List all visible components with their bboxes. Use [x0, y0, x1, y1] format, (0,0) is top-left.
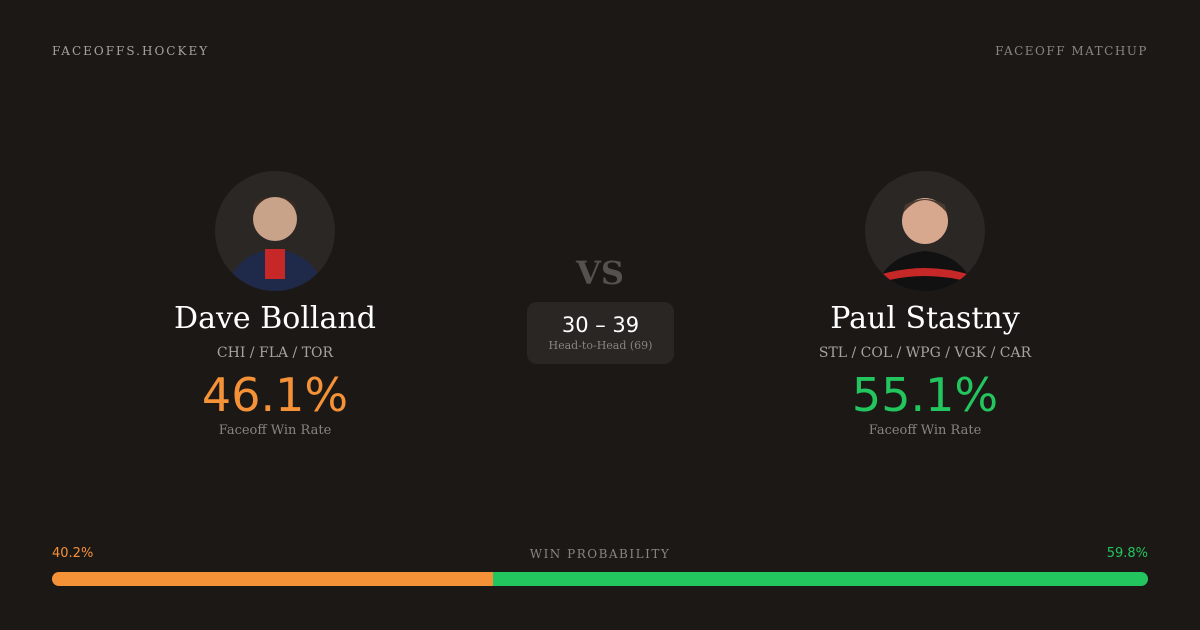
- page-tag: FACEOFF MATCHUP: [995, 44, 1148, 58]
- win-rate: 55.1%: [851, 368, 999, 422]
- vs-label: VS: [576, 254, 624, 292]
- player-left: Dave Bolland CHI / FLA / TOR 46.1% Faceo…: [75, 171, 475, 438]
- head-to-head-score: 30 – 39: [561, 313, 640, 337]
- win-probability-right-fill: [492, 572, 1148, 586]
- player-name: Dave Bolland: [174, 301, 376, 336]
- brand-logo: FACEOFFS.HOCKEY: [52, 44, 210, 58]
- win-rate: 46.1%: [201, 368, 349, 422]
- player-teams: STL / COL / WPG / VGK / CAR: [818, 345, 1032, 361]
- avatar: [865, 171, 985, 291]
- win-rate-label: Faceoff Win Rate: [218, 423, 332, 438]
- player-teams: CHI / FLA / TOR: [216, 345, 334, 361]
- head-to-head-label: Head-to-Head (69): [548, 339, 653, 352]
- win-probability-left-fill: [52, 572, 493, 586]
- win-probability-left: 40.2%: [52, 546, 94, 561]
- win-probability-right: 59.8%: [1106, 546, 1148, 561]
- win-probability-title: WIN PROBABILITY: [529, 547, 671, 561]
- avatar: [215, 171, 335, 291]
- player-name: Paul Stastny: [830, 301, 1020, 336]
- win-rate-label: Faceoff Win Rate: [868, 423, 982, 438]
- head-to-head-card: 30 – 39 Head-to-Head (69): [527, 302, 674, 364]
- player-right: Paul Stastny STL / COL / WPG / VGK / CAR…: [725, 171, 1125, 438]
- win-probability-bar: [52, 572, 1148, 586]
